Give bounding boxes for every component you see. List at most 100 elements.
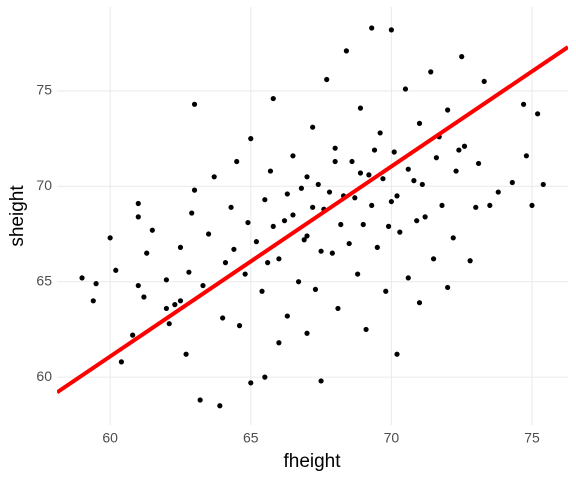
point (166, 321, 172, 327)
point (295, 279, 302, 285)
point (301, 237, 307, 243)
point (487, 202, 493, 209)
point (228, 204, 234, 210)
point (326, 189, 333, 195)
point (459, 54, 465, 60)
point (360, 221, 366, 228)
point (467, 258, 473, 264)
point (346, 240, 352, 247)
point (197, 397, 203, 403)
point (374, 244, 380, 250)
y-tick-label: 75 (36, 82, 52, 98)
point (318, 248, 324, 254)
x-tick-label: 60 (102, 430, 118, 446)
point (191, 187, 198, 193)
point (276, 256, 282, 262)
point (262, 374, 268, 380)
point (211, 174, 217, 180)
point (205, 231, 212, 237)
point (369, 202, 375, 209)
y-tick-label: 70 (36, 177, 52, 193)
point (385, 223, 392, 229)
point (439, 202, 445, 209)
point (113, 267, 119, 273)
point (394, 193, 400, 199)
point (107, 235, 113, 241)
point (90, 298, 96, 304)
point (520, 101, 527, 107)
point (79, 275, 85, 281)
point (335, 305, 341, 312)
point (242, 271, 248, 277)
point (450, 235, 456, 241)
point (405, 275, 411, 281)
point (163, 305, 169, 312)
point (245, 219, 251, 226)
point (383, 288, 389, 294)
point (509, 179, 515, 186)
point (380, 176, 386, 182)
point (324, 76, 330, 83)
y-tick-label: 60 (36, 368, 52, 384)
point (163, 277, 169, 283)
point (191, 101, 198, 107)
point (200, 282, 206, 289)
point (352, 195, 358, 201)
point (189, 210, 195, 216)
point (419, 181, 425, 188)
point (135, 214, 141, 220)
point (416, 120, 423, 126)
x-tick-label: 70 (384, 430, 400, 446)
point (422, 214, 428, 220)
point (290, 212, 296, 218)
point (93, 281, 99, 287)
point (222, 260, 229, 266)
point (177, 298, 184, 304)
point (332, 158, 338, 165)
point (270, 223, 276, 229)
point (445, 284, 451, 291)
point (433, 155, 439, 161)
point (253, 239, 259, 245)
point (312, 286, 319, 292)
point (405, 166, 411, 172)
point (363, 326, 369, 333)
point (414, 218, 420, 224)
point (456, 147, 462, 153)
y-axis-title: sheight (7, 185, 28, 247)
point (343, 48, 349, 54)
point (315, 181, 321, 188)
point (144, 250, 150, 256)
fit-line (57, 45, 568, 395)
point (495, 189, 501, 195)
point (318, 378, 324, 384)
point (329, 250, 335, 256)
point (428, 69, 434, 75)
point (411, 178, 417, 184)
point (118, 359, 125, 365)
point (172, 302, 178, 308)
point (304, 174, 310, 180)
point (430, 256, 437, 262)
point (220, 315, 226, 321)
point (310, 124, 316, 130)
point (259, 288, 265, 294)
point (304, 330, 310, 336)
point (402, 86, 409, 92)
point (388, 27, 394, 33)
point (281, 218, 288, 224)
point (265, 260, 271, 266)
point (332, 145, 338, 151)
point (186, 269, 192, 275)
point (183, 351, 189, 357)
point (135, 200, 141, 207)
point (231, 246, 237, 252)
point (445, 107, 451, 113)
point (529, 202, 535, 209)
point (290, 153, 296, 159)
point (141, 294, 147, 300)
point (475, 160, 482, 167)
point (284, 313, 290, 319)
